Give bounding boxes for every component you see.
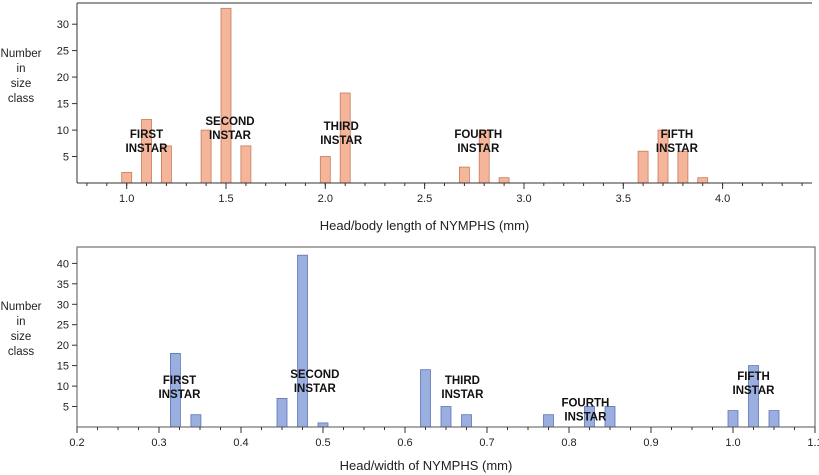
bottom-y-axis-title: Number in size class [1,301,42,358]
top-y-tick-label: 30 [57,19,69,31]
top-y-tick-label: 25 [57,46,69,58]
top-bar [697,177,709,184]
bottom-y-axis-title-line: size [11,331,31,343]
top-y-axis-title-line: in [17,63,26,75]
bottom-bar [420,369,431,428]
bottom-y-tick-label: 15 [57,361,69,373]
bottom-bar [190,414,202,428]
top-x-tick-label: 1.0 [119,193,134,205]
chart-head-body-length: 1.0 1.5 2.0 2.5 3.0 3.5 4.0 5 10 15 20 25 30 Number i… [1,2,812,233]
bottom-axes: 0.2 0.3 0.4 0.5 0.6 0.7 0.8 0.9 1.0 1.1 5 10 15 20 25 3… [57,246,819,449]
bottom-x-tick-label: 0.9 [643,437,658,449]
bottom-bar [727,410,739,428]
bottom-x-tick-label: 0.6 [397,437,412,449]
bottom-y-tick-label: 25 [57,320,69,332]
bottom-bar [604,406,616,428]
bottom-bar [768,410,780,428]
bottom-y-tick-label: 10 [57,381,69,393]
top-bar [220,7,232,184]
top-y-tick-label: 5 [63,152,69,164]
top-x-tick-label: 3.5 [616,193,631,205]
bottom-x-tick-label: 1.0 [725,437,740,449]
top-bar [240,145,252,184]
bottom-x-tick-label: 0.3 [151,437,166,449]
top-y-axis-title-line: size [11,78,31,90]
top-bars [121,7,709,184]
bottom-bar [297,254,308,428]
top-instar-label: FIFTH INSTAR [656,129,699,155]
bottom-x-tick-label: 0.2 [69,437,84,449]
bottom-y-tick-label: 20 [57,340,69,352]
top-x-tick-label: 2.0 [318,193,333,205]
top-instar-label: FIRST INSTAR [126,129,169,155]
top-x-tick-label: 2.5 [417,193,432,205]
bottom-x-tick-label: 0.7 [479,437,494,449]
bottom-bars [169,254,780,428]
bottom-bar [543,414,554,428]
bottom-instar-label: FIFTH INSTAR [733,371,776,397]
top-y-axis-title-line: class [8,93,34,105]
bottom-bar [276,397,288,428]
bottom-y-axis-title-line: Number [1,301,42,313]
bottom-y-tick-label: 40 [57,258,69,270]
top-y-tick-label: 15 [57,99,69,111]
top-bar [637,150,649,184]
bottom-y-axis-title-line: class [8,346,34,358]
bottom-instar-label: SECOND INSTAR [290,369,339,395]
bottom-x-tick-label: 0.8 [561,437,576,449]
top-annotations: FIRST INSTAR SECOND INSTAR THIRD INSTAR FOURTH… [126,116,699,155]
top-bar [498,177,510,184]
top-instar-label: FOURTH INSTAR [454,129,502,155]
bottom-bar [461,414,472,428]
bottom-y-axis-title-line: in [17,316,26,328]
bottom-instar-label: FIRST INSTAR [159,375,202,401]
top-x-axis-title: Head/body length of NYMPHS (mm) [320,218,530,233]
top-bar [677,150,689,184]
top-y-tick-label: 10 [57,125,69,137]
bottom-annotations: FIRST INSTAR SECOND INSTAR THIRD INSTAR FOURTH… [159,369,776,424]
bottom-y-tick-label: 5 [63,402,69,414]
bottom-bar [317,422,329,428]
top-y-axis-title: Number in size class [1,48,42,105]
bottom-y-tick-label: 35 [57,279,69,291]
top-y-axis-title-line: Number [1,48,42,60]
top-instar-label: SECOND INSTAR [205,116,254,142]
chart-head-width: 0.2 0.3 0.4 0.5 0.6 0.7 0.8 0.9 1.0 1.1 5 10 15 20 25 3… [1,246,819,473]
bottom-y-tick-label: 30 [57,299,69,311]
top-axes: 1.0 1.5 2.0 2.5 3.0 3.5 4.0 5 10 15 20 25 30 [57,2,812,205]
top-instar-label: THIRD INSTAR [320,121,363,147]
top-bar [121,171,133,184]
bottom-instar-label: THIRD INSTAR [441,375,484,401]
top-x-tick-label: 4.0 [715,193,730,205]
top-bar [319,156,331,184]
bottom-x-tick-label: 0.4 [233,437,248,449]
bottom-bar [440,406,452,428]
top-x-tick-label: 1.5 [218,193,233,205]
top-y-tick-label: 20 [57,72,69,84]
bottom-x-axis-title: Head/width of NYMPHS (mm) [340,458,513,473]
bottom-instar-label: FOURTH INSTAR [561,398,609,424]
bottom-x-tick-label: 0.5 [315,437,330,449]
top-bar [458,166,470,184]
top-x-tick-label: 3.0 [516,193,531,205]
bottom-x-tick-label: 1.1 [807,437,819,449]
